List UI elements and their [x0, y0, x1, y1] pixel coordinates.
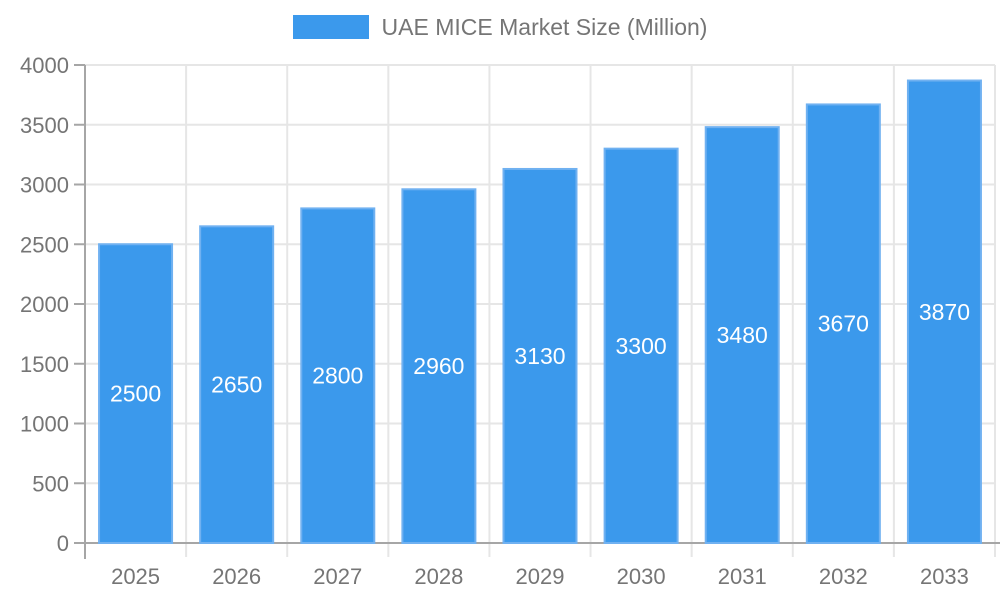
bar-value-label-2029: 3130: [514, 343, 565, 369]
legend-label: UAE MICE Market Size (Million): [381, 14, 708, 40]
x-axis-label-2032: 2032: [819, 564, 868, 589]
bar-value-label-2028: 2960: [413, 353, 464, 379]
x-axis-label-2027: 2027: [313, 564, 362, 589]
y-axis-label: 3000: [20, 173, 69, 198]
x-axis-label-2030: 2030: [617, 564, 666, 589]
bar-2027[interactable]: [300, 207, 376, 544]
bar-value-label-2033: 3870: [919, 299, 970, 325]
bar-2031[interactable]: [704, 126, 780, 544]
bar-2029[interactable]: [502, 167, 578, 544]
x-axis-label-2028: 2028: [414, 564, 463, 589]
y-axis-label: 2000: [20, 292, 69, 317]
x-axis-label-2033: 2033: [920, 564, 969, 589]
y-axis-label: 3500: [20, 113, 69, 138]
bar-value-label-2027: 2800: [312, 363, 363, 389]
y-axis-label: 4000: [20, 53, 69, 78]
bar-2032[interactable]: [805, 103, 881, 544]
legend[interactable]: UAE MICE Market Size (Million): [0, 14, 1000, 40]
bar-2030[interactable]: [603, 147, 679, 544]
y-axis-label: 500: [32, 471, 69, 496]
y-axis-label: 0: [57, 531, 69, 556]
x-axis-label-2029: 2029: [516, 564, 565, 589]
bar-2026[interactable]: [199, 225, 275, 544]
bar-2033[interactable]: [906, 79, 982, 544]
x-axis-label-2026: 2026: [212, 564, 261, 589]
y-axis-label: 1500: [20, 352, 69, 377]
y-axis-label: 2500: [20, 232, 69, 257]
bar-value-label-2030: 3300: [616, 333, 667, 359]
bar-value-label-2032: 3670: [818, 311, 869, 337]
bar-value-label-2031: 3480: [717, 322, 768, 348]
y-axis-label: 1000: [20, 412, 69, 437]
legend-swatch: [292, 15, 369, 39]
bar-value-label-2026: 2650: [211, 372, 262, 398]
x-axis-label-2025: 2025: [111, 564, 160, 589]
x-axis-label-2031: 2031: [718, 564, 767, 589]
bar-value-label-2025: 2500: [110, 381, 161, 407]
bar-2025[interactable]: [98, 243, 174, 544]
bar-2028[interactable]: [401, 188, 477, 544]
